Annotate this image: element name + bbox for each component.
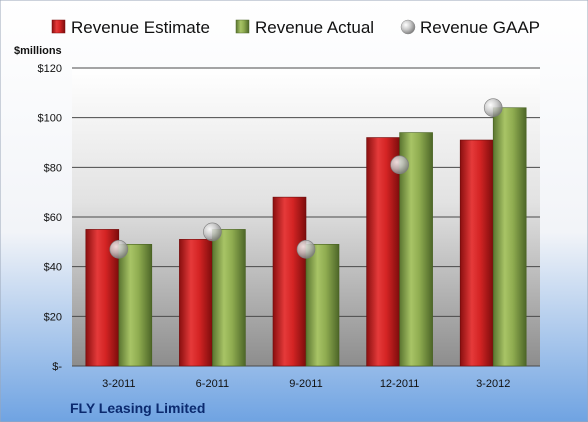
- bar-revenue-actual: [118, 244, 153, 367]
- legend: Revenue Estimate Revenue Actual Revenue …: [51, 18, 540, 37]
- y-tick-label: $-: [52, 361, 62, 373]
- bar-revenue-estimate: [179, 239, 213, 367]
- y-tick-label: $40: [44, 262, 62, 274]
- x-tick-label: 12-2011: [380, 378, 420, 390]
- marker-revenue-gaap: [296, 239, 316, 259]
- x-tick-label: 6-2011: [196, 378, 229, 390]
- marker-revenue-gaap: [109, 239, 129, 259]
- bars: [85, 107, 527, 367]
- y-tick-label: $60: [44, 212, 62, 224]
- y-tick-label: $80: [44, 162, 62, 174]
- legend-swatch-revenue-estimate: [51, 19, 66, 34]
- legend-marker-revenue-gaap: [400, 19, 416, 35]
- y-tick-label: $20: [44, 311, 62, 323]
- bar-revenue-actual: [305, 244, 340, 367]
- y-axis-unit-label: $millions: [14, 45, 62, 57]
- company-name: FLY Leasing Limited: [70, 400, 205, 416]
- legend-swatch-revenue-actual: [235, 19, 250, 34]
- x-axis-ticks: 3-2011 6-2011 9-2011 12-2011 3-2012: [102, 378, 510, 390]
- y-axis-ticks: $- $20 $40 $60 $80 $100 $120: [38, 63, 63, 373]
- x-tick-label: 3-2011: [102, 378, 135, 390]
- marker-revenue-gaap: [203, 222, 222, 242]
- gaap-markers: [109, 98, 503, 259]
- marker-revenue-gaap: [390, 155, 409, 175]
- bar-revenue-actual: [492, 107, 527, 367]
- x-tick-label: 9-2011: [289, 378, 322, 390]
- marker-revenue-gaap: [483, 98, 503, 118]
- x-tick-label: 3-2012: [476, 378, 510, 390]
- bar-revenue-estimate: [272, 196, 307, 367]
- y-tick-label: $100: [38, 113, 62, 125]
- legend-label-revenue-estimate: Revenue Estimate: [71, 18, 210, 37]
- bar-revenue-estimate: [366, 137, 400, 367]
- bar-revenue-actual: [212, 229, 246, 367]
- legend-label-revenue-gaap: Revenue GAAP: [420, 18, 540, 37]
- y-tick-label: $120: [38, 63, 62, 75]
- bar-revenue-estimate: [459, 139, 494, 367]
- legend-label-revenue-actual: Revenue Actual: [255, 18, 374, 37]
